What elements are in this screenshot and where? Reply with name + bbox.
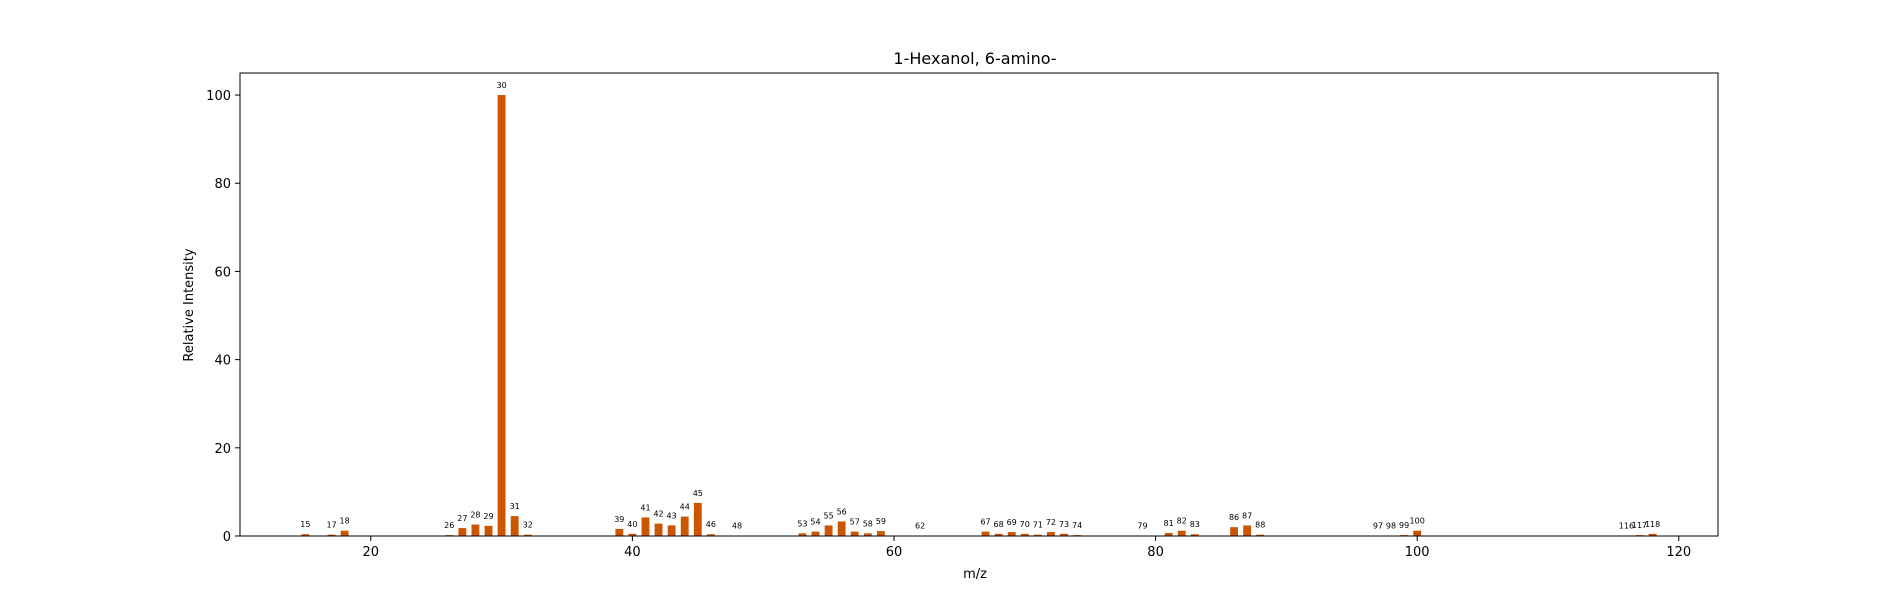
spectrum-bar bbox=[668, 525, 676, 536]
peak-label: 69 bbox=[1007, 518, 1017, 527]
spectrum-bar bbox=[485, 526, 493, 536]
peak-label: 55 bbox=[823, 511, 833, 520]
chart-title: 1-Hexanol, 6-amino- bbox=[893, 49, 1056, 68]
peak-label: 59 bbox=[876, 517, 886, 526]
x-axis-label: m/z bbox=[963, 567, 987, 582]
peak-label: 27 bbox=[457, 514, 467, 523]
peak-label: 40 bbox=[627, 520, 637, 529]
peak-label: 48 bbox=[732, 522, 742, 531]
peak-label: 79 bbox=[1137, 522, 1147, 531]
peak-label: 44 bbox=[680, 503, 690, 512]
spectrum-bar bbox=[498, 95, 506, 536]
x-tick-label: 80 bbox=[1147, 545, 1164, 560]
spectrum-bar bbox=[1178, 531, 1186, 536]
peak-label: 43 bbox=[667, 511, 677, 520]
spectrum-bar bbox=[615, 529, 623, 536]
peak-label: 56 bbox=[837, 507, 847, 516]
peak-label: 73 bbox=[1059, 520, 1069, 529]
peak-label: 42 bbox=[653, 510, 663, 519]
peak-label: 87 bbox=[1242, 511, 1252, 520]
peak-label: 41 bbox=[640, 503, 650, 512]
peak-label: 88 bbox=[1255, 521, 1265, 530]
spectrum-bar bbox=[341, 531, 349, 536]
peak-label: 58 bbox=[863, 519, 873, 528]
spectrum-bar bbox=[642, 517, 650, 536]
peak-label: 68 bbox=[994, 520, 1004, 529]
peak-label: 30 bbox=[496, 81, 506, 90]
peak-label: 18 bbox=[340, 517, 350, 526]
y-tick-label: 60 bbox=[214, 265, 231, 280]
peak-label: 118 bbox=[1645, 520, 1660, 529]
x-tick-label: 60 bbox=[886, 545, 903, 560]
spectrum-bar bbox=[511, 516, 519, 536]
spectrum-bar bbox=[838, 521, 846, 536]
y-tick-label: 100 bbox=[206, 89, 231, 104]
peak-label: 26 bbox=[444, 521, 454, 530]
y-axis-label: Relative Intensity bbox=[182, 248, 197, 361]
peak-label: 72 bbox=[1046, 518, 1056, 527]
spectrum-bar bbox=[472, 525, 480, 536]
peak-label: 28 bbox=[470, 511, 480, 520]
peak-label: 70 bbox=[1020, 520, 1030, 529]
peak-label: 83 bbox=[1190, 520, 1200, 529]
peak-label: 98 bbox=[1386, 522, 1396, 531]
spectrum-bar bbox=[681, 517, 689, 536]
peak-label: 99 bbox=[1399, 521, 1409, 530]
spectrum-bar bbox=[458, 528, 466, 536]
peak-label: 82 bbox=[1177, 517, 1187, 526]
y-tick-label: 40 bbox=[214, 354, 231, 369]
spectrum-bar bbox=[655, 524, 663, 536]
peak-label: 46 bbox=[706, 520, 716, 529]
peak-label: 67 bbox=[980, 518, 990, 527]
peak-label: 100 bbox=[1410, 517, 1425, 526]
spectrum-bar bbox=[1243, 525, 1251, 536]
peak-label: 71 bbox=[1033, 521, 1043, 530]
peak-label: 29 bbox=[483, 512, 493, 521]
peak-label: 32 bbox=[523, 521, 533, 530]
peak-label: 54 bbox=[810, 518, 820, 527]
peak-label: 15 bbox=[300, 520, 310, 529]
x-tick-label: 40 bbox=[624, 545, 641, 560]
spectrum-bar bbox=[1230, 527, 1238, 536]
y-tick-label: 80 bbox=[214, 177, 231, 192]
peak-label: 86 bbox=[1229, 513, 1239, 522]
peak-label: 97 bbox=[1373, 522, 1383, 531]
spectrum-bar bbox=[1008, 532, 1016, 536]
spectrum-bar bbox=[694, 503, 702, 536]
spectrum-bar bbox=[1413, 531, 1421, 536]
peak-label: 39 bbox=[614, 515, 624, 524]
y-tick-label: 20 bbox=[214, 442, 231, 457]
peak-label: 45 bbox=[693, 489, 703, 498]
peak-label: 62 bbox=[915, 522, 925, 531]
peak-label: 81 bbox=[1164, 519, 1174, 528]
x-tick-label: 120 bbox=[1666, 545, 1691, 560]
peak-label: 74 bbox=[1072, 521, 1082, 530]
spectrum-bar bbox=[825, 525, 833, 536]
peak-label: 57 bbox=[850, 518, 860, 527]
spectrum-bar bbox=[877, 531, 885, 536]
spectrum-bar bbox=[812, 532, 820, 536]
peak-label: 31 bbox=[510, 502, 520, 511]
x-tick-label: 100 bbox=[1405, 545, 1430, 560]
spectrum-bar bbox=[1047, 532, 1055, 536]
peak-label: 53 bbox=[797, 519, 807, 528]
peak-label: 17 bbox=[326, 521, 336, 530]
spectrum-bar bbox=[982, 532, 990, 536]
y-tick-label: 0 bbox=[223, 530, 231, 545]
x-tick-label: 20 bbox=[363, 545, 380, 560]
spectrum-bar bbox=[851, 532, 859, 536]
